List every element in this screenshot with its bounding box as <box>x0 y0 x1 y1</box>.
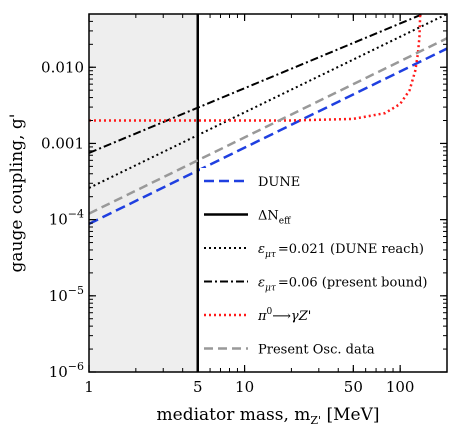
y-tick-label: 0.010 <box>41 58 84 76</box>
y-tick-label: 0.001 <box>41 134 84 152</box>
legend-label-osc: Present Osc. data <box>258 343 375 358</box>
legend-label-dune: DUNE <box>258 175 300 190</box>
x-tick-label: 1 <box>84 378 94 396</box>
shaded-excluded-region <box>89 14 198 372</box>
plot-frame <box>88 13 448 373</box>
series-line-eps_present <box>89 14 424 154</box>
series-line-pion <box>89 14 422 122</box>
legend-label-eps_dune: εμτ =0.021 (DUNE reach) <box>258 242 424 260</box>
legend-label-pion: π0⟶γZ' <box>257 307 311 324</box>
y-axis-title: gauge coupling, g' <box>7 114 27 273</box>
legend-label-eps_present: εμτ =0.06 (present bound) <box>258 276 427 294</box>
series-line-eps_dune <box>89 14 447 189</box>
x-axis-title: mediator mass, mZ' [MeV] <box>157 405 380 427</box>
y-tick-label: 10−6 <box>49 360 84 381</box>
x-tick-label: 50 <box>344 378 363 396</box>
series-line-osc <box>89 37 447 215</box>
y-tick-label: 10−4 <box>49 208 84 229</box>
x-tick-label: 10 <box>235 378 254 396</box>
legend-box <box>200 168 440 373</box>
y-tick-label: 10−5 <box>49 284 84 305</box>
x-tick-label: 5 <box>193 378 203 396</box>
x-tick-label: 100 <box>386 378 415 396</box>
series-line-dune <box>89 47 447 225</box>
